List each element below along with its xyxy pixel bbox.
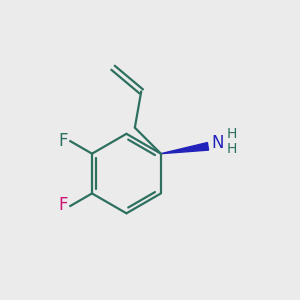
Text: F: F <box>58 196 68 214</box>
Text: H: H <box>226 142 237 156</box>
Text: H: H <box>226 127 237 141</box>
Text: F: F <box>58 132 68 150</box>
Text: N: N <box>212 134 224 152</box>
Polygon shape <box>161 142 208 154</box>
